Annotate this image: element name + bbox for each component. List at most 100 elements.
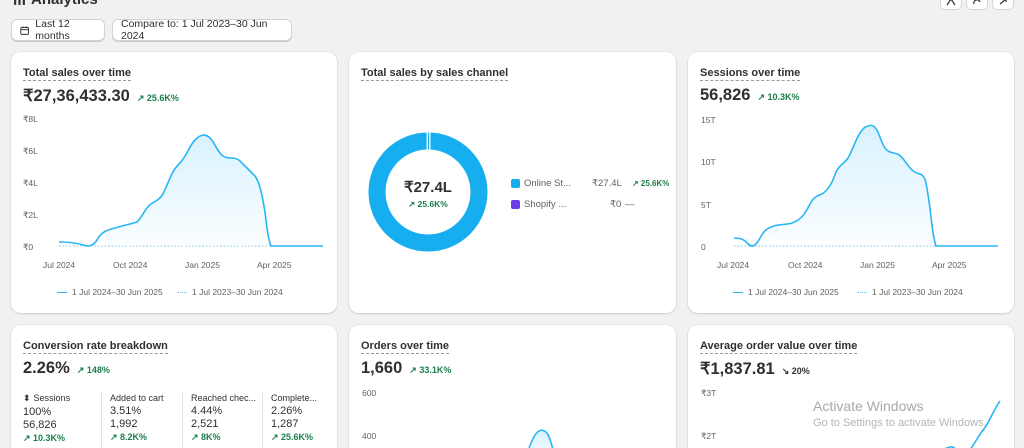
funnel-label: Reached chec...: [191, 393, 257, 403]
funnel-divider: [101, 391, 102, 448]
conversion-metric: 2.26% ↗ 148%: [23, 359, 110, 378]
current-period-line: [734, 124, 998, 247]
funnel-count: 1,287: [271, 418, 299, 430]
date-range-label: Last 12 months: [35, 18, 70, 42]
total-sales-card[interactable]: Total sales over time ₹27,36,433.30 ↗ 25…: [11, 52, 337, 313]
current-period-line: [944, 400, 1001, 448]
y-tick: ₹8L: [23, 114, 38, 124]
orders-metric: 1,660 ↗ 33.1K%: [361, 359, 451, 378]
current-period-line: [59, 134, 323, 247]
funnel-delta: ↗ 8K%: [191, 432, 221, 442]
compare-button[interactable]: Compare to: 1 Jul 2023–30 Jun 2024: [112, 18, 292, 42]
sales-channel-card[interactable]: Total sales by sales channel ₹27.4L ↗ 25…: [349, 52, 676, 313]
edit-dashboard-button[interactable]: [940, 0, 962, 10]
legend-solid-swatch: [57, 291, 67, 293]
donut-center-value: ₹27.4L: [404, 179, 452, 196]
orders-area: [528, 430, 553, 448]
legend-previous-label: 1 Jul 2023–30 Jun 2024: [192, 287, 283, 297]
aov-metric: ₹1,837.81 ↘ 20%: [700, 359, 810, 379]
page-title-text: Analytics: [31, 0, 98, 8]
y-tick: ₹6L: [23, 146, 38, 156]
legend-previous[interactable]: 1 Jul 2023–30 Jun 2024: [177, 287, 283, 297]
funnel-pct: 100%: [23, 406, 52, 418]
sales-channel-donut[interactable]: [368, 132, 488, 252]
orders-card[interactable]: Orders over time 1,660 ↗ 33.1K% 600 400: [349, 325, 676, 448]
funnel-label: ⬍ Sessions: [23, 393, 70, 404]
channel-swatch: [511, 200, 520, 209]
x-tick: Apr 2025: [257, 260, 292, 270]
funnel-count: 1,992: [110, 418, 138, 430]
expand-button[interactable]: [992, 0, 1014, 10]
legend-current-label: 1 Jul 2024–30 Jun 2025: [72, 287, 163, 297]
sessions-metric: 56,826 ↗ 10.3K%: [700, 86, 800, 105]
total-sales-delta: ↗ 25.6K%: [136, 93, 179, 103]
x-tick: Oct 2024: [113, 260, 148, 270]
channel-delta: —: [625, 199, 635, 210]
analytics-icon: [14, 0, 25, 5]
sessions-title[interactable]: Sessions over time: [700, 67, 801, 81]
sessions-icon: ⬍: [23, 393, 31, 403]
sessions-card[interactable]: Sessions over time 56,826 ↗ 10.3K% 15T 1…: [688, 52, 1014, 313]
y-tick: 0: [701, 242, 706, 252]
funnel-count: 56,826: [23, 419, 57, 431]
total-sales-metric: ₹27,36,433.30 ↗ 25.6K%: [23, 86, 179, 106]
customize-icon: [946, 0, 956, 6]
refresh-icon: [973, 0, 981, 5]
x-tick: Apr 2025: [932, 260, 967, 270]
legend-previous-label: 1 Jul 2023–30 Jun 2024: [872, 287, 963, 297]
sessions-line-chart[interactable]: [734, 112, 1004, 252]
conversion-title[interactable]: Conversion rate breakdown: [23, 340, 168, 354]
funnel-pct: 2.26%: [271, 405, 303, 417]
expand-icon: [999, 0, 1007, 5]
refresh-button[interactable]: [966, 0, 988, 10]
sessions-value: 56,826: [700, 86, 751, 104]
channel-value: ₹0: [610, 199, 622, 210]
legend-dotted-swatch: [857, 291, 867, 293]
orders-value: 1,660: [361, 359, 403, 377]
funnel-divider: [182, 391, 183, 448]
orders-title[interactable]: Orders over time: [361, 340, 450, 354]
funnel-count: 2,521: [191, 418, 219, 430]
y-tick: 600: [362, 388, 377, 398]
aov-title[interactable]: Average order value over time: [700, 340, 858, 354]
orders-line-chart[interactable]: [389, 405, 669, 448]
x-tick: Jul 2024: [43, 260, 76, 270]
aov-value: ₹1,837.81: [700, 360, 775, 378]
conversion-value: 2.26%: [23, 359, 70, 377]
current-period-line: [528, 429, 554, 448]
channel-row[interactable]: Shopify ...: [511, 199, 566, 210]
aov-card[interactable]: Average order value over time ₹1,837.81 …: [688, 325, 1014, 448]
funnel-label: Added to cart: [110, 393, 164, 403]
y-tick: ₹4L: [23, 178, 38, 188]
funnel-column-reached-checkout: Reached chec... 4.44% 2,521 ↗ 8K%: [191, 393, 256, 443]
total-sales-title[interactable]: Total sales over time: [23, 67, 132, 81]
funnel-column-added-to-cart: Added to cart 3.51% 1,992 ↗ 8.2K%: [110, 393, 164, 443]
legend-current-label: 1 Jul 2024–30 Jun 2025: [748, 287, 839, 297]
donut-center-delta: ↗ 25.6K%: [408, 199, 448, 209]
channel-delta: ↗ 25.6K%: [632, 179, 670, 188]
x-tick: Jan 2025: [185, 260, 220, 270]
total-sales-value: ₹27,36,433.30: [23, 87, 130, 105]
legend-current[interactable]: 1 Jul 2024–30 Jun 2025: [733, 287, 839, 297]
total-sales-line-chart[interactable]: [59, 112, 329, 252]
legend-current[interactable]: 1 Jul 2024–30 Jun 2025: [57, 287, 163, 297]
y-tick: 400: [362, 431, 377, 441]
compare-label: Compare to: 1 Jul 2023–30 Jun 2024: [121, 18, 268, 42]
date-range-button[interactable]: Last 12 months: [11, 18, 105, 42]
legend-solid-swatch: [733, 291, 743, 293]
aov-line-chart[interactable]: [728, 395, 1008, 448]
channel-row[interactable]: Online St...: [511, 178, 571, 189]
funnel-pct: 3.51%: [110, 405, 142, 417]
channel-name: Online St...: [524, 178, 571, 189]
x-tick: Oct 2024: [788, 260, 823, 270]
x-tick: Jan 2025: [860, 260, 895, 270]
conversion-card[interactable]: Conversion rate breakdown 2.26% ↗ 148%: [11, 325, 337, 448]
y-tick: ₹2T: [701, 431, 717, 441]
y-tick: ₹0: [23, 242, 34, 252]
channel-name: Shopify ...: [524, 199, 567, 210]
calendar-icon: [20, 25, 29, 35]
sales-channel-title[interactable]: Total sales by sales channel: [361, 67, 509, 81]
funnel-delta: ↗ 8.2K%: [110, 432, 148, 442]
y-tick: 5T: [701, 200, 711, 210]
legend-previous[interactable]: 1 Jul 2023–30 Jun 2024: [857, 287, 963, 297]
